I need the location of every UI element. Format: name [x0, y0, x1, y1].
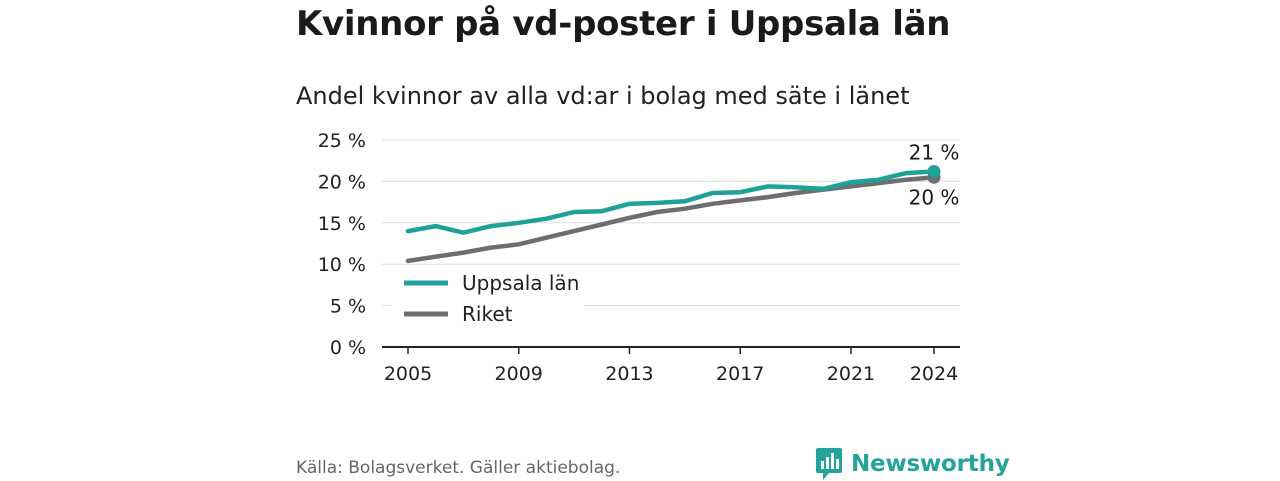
series-line	[405, 175, 937, 264]
x-tick-label: 2021	[827, 363, 875, 385]
y-tick-label: 10 %	[318, 254, 366, 276]
legend-label: Riket	[462, 302, 513, 326]
end-value-label: 21 %	[909, 140, 960, 164]
series-line	[405, 169, 937, 235]
y-tick-label: 25 %	[318, 130, 366, 152]
end-value-label: 20 %	[909, 185, 960, 209]
x-tick-label: 2024	[910, 363, 958, 385]
x-tick-label: 2009	[495, 363, 543, 385]
brand-name: Newsworthy	[851, 451, 1010, 477]
x-tick-label: 2005	[384, 363, 432, 385]
brand-logo[interactable]: Newsworthy	[815, 447, 1010, 481]
legend-box	[390, 266, 584, 332]
newsworthy-logo-icon	[816, 448, 842, 480]
source-note: Källa: Bolagsverket. Gäller aktiebolag.	[296, 458, 621, 478]
series-endpoint	[927, 164, 941, 178]
legend-label: Uppsala län	[462, 271, 579, 295]
x-tick-label: 2013	[605, 363, 653, 385]
y-tick-label: 5 %	[330, 296, 366, 318]
y-tick-label: 15 %	[318, 213, 366, 235]
x-tick-label: 2017	[716, 363, 764, 385]
chart-title: Kvinnor på vd-poster i Uppsala län	[296, 4, 951, 44]
chart-subtitle: Andel kvinnor av alla vd:ar i bolag med …	[296, 82, 910, 110]
y-tick-label: 0 %	[330, 337, 366, 359]
y-tick-label: 20 %	[318, 171, 366, 193]
